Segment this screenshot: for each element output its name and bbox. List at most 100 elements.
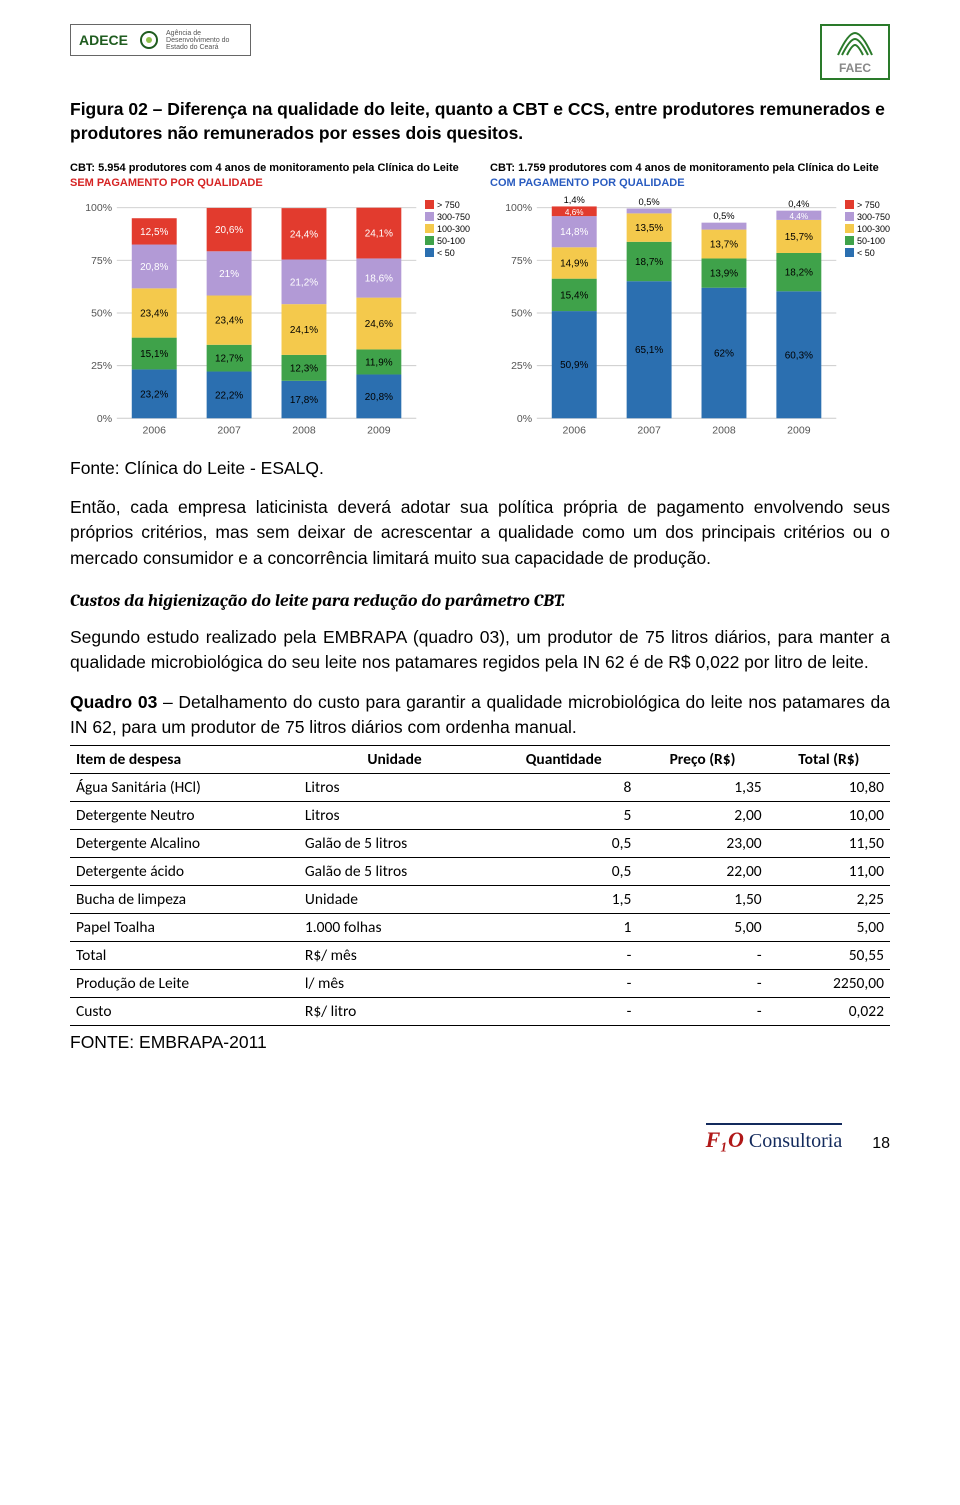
faec-logo: FAEC [820, 24, 890, 80]
table-cell: 1,35 [637, 773, 767, 801]
footer-logo: F₁O Consultoria [706, 1123, 843, 1153]
svg-text:100%: 100% [505, 202, 532, 214]
table-cell: Custo [70, 997, 299, 1025]
table-cell: - [637, 969, 767, 997]
svg-text:18,6%: 18,6% [365, 273, 393, 284]
table-cell: - [490, 969, 637, 997]
quadro-title-bold: Quadro 03 [70, 692, 157, 712]
svg-text:75%: 75% [91, 255, 112, 267]
legend-swatch [425, 212, 434, 221]
chart-right: CBT: 1.759 produtores com 4 anos de moni… [490, 161, 890, 441]
svg-text:17,8%: 17,8% [290, 395, 318, 406]
table-cell: - [490, 941, 637, 969]
table-cell: 0,5 [490, 857, 637, 885]
table-cell: 2250,00 [768, 969, 890, 997]
legend-swatch [425, 200, 434, 209]
table-row: Detergente NeutroLitros52,0010,00 [70, 801, 890, 829]
legend-swatch [425, 248, 434, 257]
table-body: Água Sanitária (HCl)Litros81,3510,80Dete… [70, 773, 890, 1025]
chart-right-legend: > 750300-750100-30050-100< 50 [841, 196, 890, 442]
svg-text:50%: 50% [91, 307, 112, 319]
figure-title-text: Figura 02 – Diferença na qualidade do le… [70, 99, 885, 143]
chart-left-svg: 0%25%50%75%100%23,2%15,1%23,4%20,8%12,5%… [70, 196, 421, 442]
cost-table: Item de despesaUnidadeQuantidadePreço (R… [70, 745, 890, 1026]
table-row: Bucha de limpezaUnidade1,51,502,25 [70, 885, 890, 913]
svg-text:65,1%: 65,1% [635, 345, 663, 356]
quadro-title-rest: – Detalhamento do custo para garantir a … [70, 692, 890, 737]
table-cell: Galão de 5 litros [299, 857, 490, 885]
svg-text:12,7%: 12,7% [215, 354, 243, 365]
quadro-title: Quadro 03 – Detalhamento do custo para g… [70, 690, 890, 741]
table-cell: 0,022 [768, 997, 890, 1025]
svg-text:75%: 75% [511, 255, 532, 267]
table-cell: Total [70, 941, 299, 969]
table-cell: 8 [490, 773, 637, 801]
table-cell: 23,00 [637, 829, 767, 857]
table-col-header: Item de despesa [70, 745, 299, 773]
svg-text:12,3%: 12,3% [290, 363, 318, 374]
table-cell: Produção de Leite [70, 969, 299, 997]
table-cell: R$/ litro [299, 997, 490, 1025]
svg-text:25%: 25% [91, 360, 112, 372]
legend-item: 100-300 [845, 224, 890, 234]
legend-swatch [845, 200, 854, 209]
legend-item: > 750 [425, 200, 470, 210]
svg-text:24,6%: 24,6% [365, 319, 393, 330]
table-col-header: Total (R$) [768, 745, 890, 773]
legend-label: < 50 [437, 248, 455, 258]
svg-text:23,4%: 23,4% [140, 308, 168, 319]
table-cell: Galão de 5 litros [299, 829, 490, 857]
page-number: 18 [872, 1135, 890, 1153]
svg-text:22,2%: 22,2% [215, 390, 243, 401]
legend-swatch [845, 248, 854, 257]
table-cell: 1.000 folhas [299, 913, 490, 941]
table-cell: 1,5 [490, 885, 637, 913]
svg-text:20,8%: 20,8% [365, 392, 393, 403]
para-1: Então, cada empresa laticinista deverá a… [70, 495, 890, 571]
svg-text:24,1%: 24,1% [290, 325, 318, 336]
chart-right-svg: 0%25%50%75%100%50,9%15,4%14,9%14,8%4,6%1… [490, 196, 841, 442]
table-row: TotalR$/ mês--50,55 [70, 941, 890, 969]
legend-item: 100-300 [425, 224, 470, 234]
svg-text:50,9%: 50,9% [560, 360, 588, 371]
legend-label: < 50 [857, 248, 875, 258]
table-cell: 11,50 [768, 829, 890, 857]
legend-item: 300-750 [845, 212, 890, 222]
chart-left-legend: > 750300-750100-30050-100< 50 [421, 196, 470, 442]
table-col-header: Preço (R$) [637, 745, 767, 773]
adece-subtitle: Agência de Desenvolvimento do Estado do … [166, 30, 246, 51]
legend-label: > 750 [437, 200, 460, 210]
table-cell: Detergente Neutro [70, 801, 299, 829]
table-cell: 22,00 [637, 857, 767, 885]
svg-text:13,9%: 13,9% [710, 268, 738, 279]
legend-label: 300-750 [857, 212, 890, 222]
svg-text:0%: 0% [517, 413, 532, 425]
table-cell: l/ mês [299, 969, 490, 997]
legend-item: 50-100 [845, 236, 890, 246]
header-logos: ADECE Agência de Desenvolvimento do Esta… [70, 24, 890, 80]
svg-text:13,7%: 13,7% [710, 239, 738, 250]
svg-text:62%: 62% [714, 348, 734, 359]
table-cell: - [490, 997, 637, 1025]
table-cell: Litros [299, 801, 490, 829]
svg-text:2006: 2006 [563, 424, 587, 436]
svg-text:2009: 2009 [787, 424, 811, 436]
table-cell: Detergente ácido [70, 857, 299, 885]
svg-text:2007: 2007 [637, 424, 661, 436]
table-row: Detergente ácidoGalão de 5 litros0,522,0… [70, 857, 890, 885]
svg-text:25%: 25% [511, 360, 532, 372]
table-cell: 5 [490, 801, 637, 829]
table-cell: Detergente Alcalino [70, 829, 299, 857]
chart-right-wrap: 0%25%50%75%100%50,9%15,4%14,9%14,8%4,6%1… [490, 196, 890, 442]
table-cell: 50,55 [768, 941, 890, 969]
table-cell: 5,00 [768, 913, 890, 941]
legend-label: 50-100 [857, 236, 885, 246]
chart-right-caption-pre: CBT: 1.759 produtores com 4 anos de moni… [490, 162, 879, 174]
legend-item: 50-100 [425, 236, 470, 246]
table-cell: 10,00 [768, 801, 890, 829]
svg-text:14,8%: 14,8% [560, 227, 588, 238]
legend-item: < 50 [425, 248, 470, 258]
legend-label: 50-100 [437, 236, 465, 246]
table-row: Detergente AlcalinoGalão de 5 litros0,52… [70, 829, 890, 857]
svg-text:21%: 21% [219, 269, 239, 280]
